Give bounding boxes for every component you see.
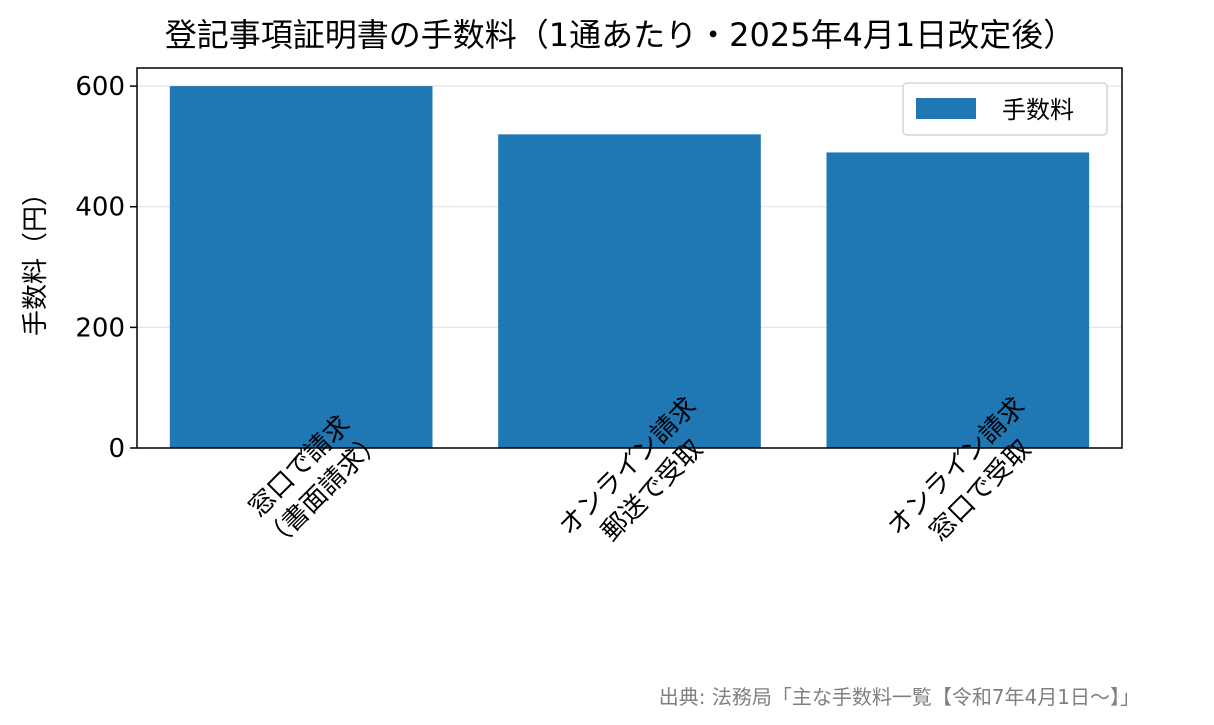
y-axis-label: 手数料（円） (21, 180, 51, 336)
legend: 手数料 (902, 82, 1108, 136)
y-tick-label-0: 0 (108, 434, 125, 464)
y-tick-label-1: 200 (75, 313, 125, 343)
bar-0 (169, 86, 433, 448)
y-tick-label-2: 400 (75, 193, 125, 223)
y-axis-ticks: 0 200 400 600 (75, 72, 137, 464)
bars (169, 86, 1090, 448)
y-tick-label-3: 600 (75, 72, 125, 102)
bar-1 (498, 134, 761, 448)
bar-2 (826, 152, 1090, 448)
legend-swatch (916, 98, 976, 119)
legend-label: 手数料 (1002, 96, 1074, 124)
legend-box (902, 82, 1108, 136)
chart-title: 登記事項証明書の手数料（1通あたり・2025年4月1日改定後） (165, 16, 1076, 54)
source-note: 出典: 法務局「主な手数料一覧【令和7年4月1日〜】」 (659, 685, 1140, 709)
